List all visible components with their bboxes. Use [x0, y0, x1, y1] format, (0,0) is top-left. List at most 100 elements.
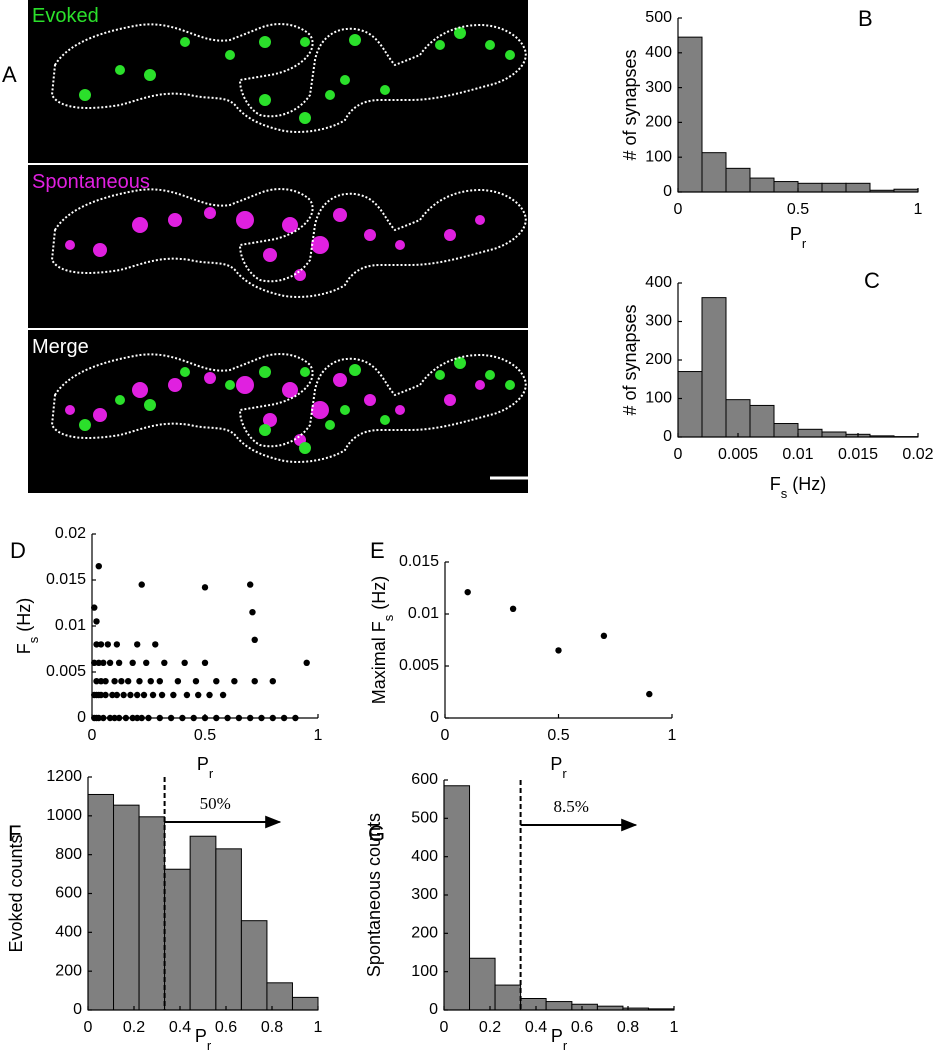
- label-part: r: [562, 766, 567, 781]
- label-part: s: [26, 636, 41, 643]
- point: [161, 659, 168, 666]
- panel-label: B: [858, 6, 873, 31]
- point: [249, 609, 256, 616]
- image-background: [28, 0, 528, 493]
- x-tick-label: 0.8: [261, 1019, 283, 1036]
- point: [93, 678, 100, 685]
- x-tick-label: 0.4: [525, 1019, 547, 1036]
- label-part: P: [550, 754, 562, 774]
- y-tick-label: 0.015: [399, 553, 439, 570]
- point: [646, 690, 653, 698]
- bar: [677, 371, 703, 438]
- point: [109, 691, 116, 699]
- axis-label: # of synapses: [620, 304, 640, 415]
- y-tick-label: 400: [411, 848, 438, 865]
- y-tick-label: 0.005: [399, 657, 439, 674]
- bar: [266, 982, 293, 1011]
- x-tick-label: 0.01: [782, 446, 813, 463]
- y-tick-label: 200: [645, 114, 672, 131]
- point: [192, 678, 200, 685]
- x-tick-label: 0.2: [123, 1019, 145, 1036]
- y-tick-label: 0.02: [55, 525, 86, 542]
- y-tick-label: 600: [411, 771, 438, 788]
- bar: [677, 36, 703, 193]
- x-tick-label: 1: [314, 1019, 323, 1036]
- label-part: r: [209, 766, 214, 781]
- point: [195, 691, 202, 699]
- y-tick-label: 300: [411, 886, 438, 903]
- y-tick-label: 0: [430, 709, 439, 726]
- axis-label: Maximal Fs (Hz): [369, 576, 396, 705]
- channel-label: Merge: [32, 336, 89, 358]
- point: [97, 691, 105, 699]
- bar: [291, 996, 319, 1011]
- bar: [701, 152, 727, 193]
- bar: [189, 835, 217, 1011]
- point: [106, 659, 114, 666]
- point: [183, 691, 191, 699]
- point: [97, 641, 105, 648]
- x-tick-label: 0.5: [547, 727, 569, 744]
- panel-label: F: [8, 821, 21, 846]
- point: [140, 691, 148, 699]
- y-tick-label: 400: [645, 274, 672, 291]
- y-tick-label: 200: [645, 351, 672, 368]
- point: [115, 659, 123, 666]
- axis-label: Pr: [551, 1026, 568, 1050]
- image-panel: A Evoked Spontaneous Merge: [2, 0, 536, 493]
- point: [118, 678, 125, 685]
- x-tick-label: 0.005: [718, 446, 758, 463]
- point: [91, 659, 98, 666]
- bar: [215, 848, 242, 1011]
- point: [93, 641, 100, 648]
- bar: [821, 182, 847, 193]
- point: [134, 641, 141, 648]
- point: [120, 691, 127, 699]
- point: [213, 678, 220, 685]
- y-tick-label: 200: [411, 925, 438, 942]
- x-tick-label: 0.5: [194, 727, 216, 744]
- x-tick-label: 0: [88, 727, 97, 744]
- axis-label: Fs (Hz): [770, 474, 827, 501]
- x-tick-label: 0.6: [571, 1019, 593, 1036]
- bar: [571, 1003, 598, 1011]
- point: [201, 659, 209, 666]
- x-tick-label: 0: [674, 201, 683, 218]
- axis-label: Pr: [197, 754, 214, 781]
- y-tick-label: 200: [55, 962, 82, 979]
- bar: [545, 1001, 573, 1011]
- point: [181, 659, 188, 666]
- point: [95, 563, 102, 570]
- y-tick-label: 1000: [46, 807, 82, 824]
- axis-label: Spontaneous counts: [364, 813, 384, 977]
- point: [129, 659, 136, 666]
- label-part: # of synapses: [620, 49, 640, 160]
- y-tick-label: 0.015: [46, 571, 86, 588]
- y-tick-label: 0: [77, 709, 86, 726]
- bar: [520, 998, 547, 1011]
- label-part: (Hz): [787, 474, 826, 494]
- x-tick-label: 1: [670, 1019, 679, 1036]
- point: [158, 691, 166, 699]
- point: [138, 581, 145, 588]
- y-tick-label: 100: [645, 148, 672, 165]
- bar: [469, 957, 496, 1011]
- axis-label: Pr: [790, 224, 807, 251]
- x-tick-label: 0: [441, 727, 450, 744]
- label-part: (Hz): [14, 598, 34, 637]
- point: [269, 678, 276, 685]
- panel-label: A: [2, 62, 17, 87]
- bar: [773, 423, 799, 438]
- label-part: P: [790, 224, 802, 244]
- axis-label: Pr: [195, 1026, 212, 1050]
- x-tick-label: 0.015: [838, 446, 878, 463]
- bar: [797, 182, 823, 193]
- panel-label: G: [368, 821, 385, 846]
- bar: [845, 182, 871, 193]
- point: [251, 678, 258, 685]
- annotation: 8.5%: [553, 797, 588, 816]
- x-tick-label: 0: [84, 1019, 93, 1036]
- bar: [773, 181, 799, 193]
- axis-label: Fs (Hz): [14, 598, 41, 655]
